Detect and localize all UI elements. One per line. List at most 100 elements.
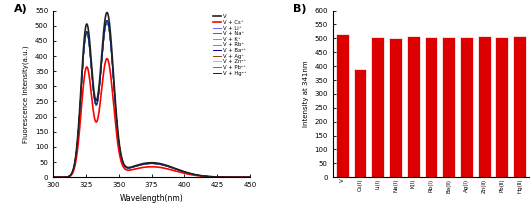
V xyxy=(164,164,171,167)
V + Na⁺ xyxy=(62,176,69,179)
V + Li⁺ xyxy=(170,167,176,169)
V + Cs⁺ xyxy=(247,176,253,179)
V + Pb²⁺ xyxy=(62,176,69,179)
V + Pb²⁺ xyxy=(247,176,253,179)
V + Li⁺ xyxy=(247,176,253,179)
V + Hg²⁺ xyxy=(62,176,69,179)
V xyxy=(200,174,206,177)
V + Hg²⁺ xyxy=(164,165,171,168)
V + Zn²⁺ xyxy=(176,169,182,171)
V + Ag⁺ xyxy=(176,169,182,172)
V + Ba²⁺ xyxy=(50,176,56,179)
V + Pb²⁺ xyxy=(176,169,182,171)
V + Ba²⁺ xyxy=(170,167,176,169)
V + Hg²⁺ xyxy=(170,167,176,169)
V + Na⁺ xyxy=(164,165,171,168)
V + Li⁺ xyxy=(164,165,171,168)
V + Rb⁺ xyxy=(104,20,110,23)
V xyxy=(170,166,176,169)
V + Zn²⁺ xyxy=(164,165,171,168)
Legend: V, V + Cs⁺, V + Li⁺, V + Na⁺, V + K⁺, V + Rb⁺, V + Ba²⁺, V + Ag⁺, V + Zn²⁺, V + : V, V + Cs⁺, V + Li⁺, V + Na⁺, V + K⁺, V … xyxy=(212,13,247,77)
V + Rb⁺ xyxy=(220,176,226,178)
V xyxy=(247,176,253,179)
V + Cs⁺ xyxy=(170,169,176,172)
Line: V + Cs⁺: V + Cs⁺ xyxy=(53,59,250,177)
Line: V + Rb⁺: V + Rb⁺ xyxy=(53,22,250,177)
V + K⁺ xyxy=(200,175,206,177)
V + Ag⁺ xyxy=(164,165,171,168)
V + K⁺ xyxy=(164,165,171,168)
V + Ba²⁺ xyxy=(247,176,253,179)
Line: V + Pb²⁺: V + Pb²⁺ xyxy=(53,22,250,177)
V + Cs⁺ xyxy=(164,168,171,170)
V + Li⁺ xyxy=(62,176,69,179)
Line: V + Na⁺: V + Na⁺ xyxy=(53,23,250,177)
Bar xyxy=(389,38,402,177)
V xyxy=(104,11,110,14)
V + Zn²⁺ xyxy=(62,176,69,179)
Bar xyxy=(371,37,384,177)
V xyxy=(50,176,56,179)
V + Zn²⁺ xyxy=(247,176,253,179)
V + Na⁺ xyxy=(104,22,110,24)
V + Rb⁺ xyxy=(170,167,176,169)
Line: V + Ag⁺: V + Ag⁺ xyxy=(53,22,250,177)
V + Na⁺ xyxy=(200,175,206,177)
Bar xyxy=(407,35,420,177)
V + Cs⁺ xyxy=(62,176,69,179)
V + Pb²⁺ xyxy=(200,175,206,177)
V + Ag⁺ xyxy=(247,176,253,179)
Y-axis label: Fluorescence Intensity(a.u.): Fluorescence Intensity(a.u.) xyxy=(23,45,29,143)
V + Ag⁺ xyxy=(220,176,226,178)
V + Li⁺ xyxy=(220,176,226,178)
V + Ba²⁺ xyxy=(220,176,226,178)
V + Hg²⁺ xyxy=(200,175,206,177)
V + Cs⁺ xyxy=(176,170,182,173)
Line: V + Li⁺: V + Li⁺ xyxy=(53,22,250,177)
Bar xyxy=(442,37,455,177)
Bar xyxy=(425,37,437,177)
Bar xyxy=(495,37,508,177)
V + Ba²⁺ xyxy=(200,175,206,177)
V + Li⁺ xyxy=(176,169,182,171)
V + Ba²⁺ xyxy=(176,169,182,171)
X-axis label: Wavelength(nm): Wavelength(nm) xyxy=(120,194,184,203)
Line: V + Ba²⁺: V + Ba²⁺ xyxy=(53,22,250,177)
V + Na⁺ xyxy=(170,167,176,169)
V + Ag⁺ xyxy=(104,21,110,24)
V + Rb⁺ xyxy=(50,176,56,179)
V + Cs⁺ xyxy=(200,175,206,177)
V + Hg²⁺ xyxy=(247,176,253,179)
V xyxy=(62,176,69,179)
V + Cs⁺ xyxy=(50,176,56,179)
V + Hg²⁺ xyxy=(50,176,56,179)
Text: B): B) xyxy=(293,4,307,14)
V + Li⁺ xyxy=(50,176,56,179)
V + Cs⁺ xyxy=(220,176,226,178)
V + K⁺ xyxy=(170,167,176,169)
Text: A): A) xyxy=(14,4,28,14)
V + Zn²⁺ xyxy=(104,19,110,22)
V + Pb²⁺ xyxy=(164,165,171,168)
V + Li⁺ xyxy=(104,20,110,23)
V + Rb⁺ xyxy=(164,165,171,168)
V + Rb⁺ xyxy=(247,176,253,179)
V + Ba²⁺ xyxy=(104,20,110,23)
V + Zn²⁺ xyxy=(170,167,176,169)
Line: V + Zn²⁺: V + Zn²⁺ xyxy=(53,21,250,177)
V + Na⁺ xyxy=(50,176,56,179)
V + Ag⁺ xyxy=(62,176,69,179)
Bar xyxy=(336,34,348,177)
V + Na⁺ xyxy=(176,169,182,172)
V + Li⁺ xyxy=(200,175,206,177)
V + Pb²⁺ xyxy=(104,20,110,23)
Y-axis label: Intensity at 341nm: Intensity at 341nm xyxy=(303,61,309,127)
V + K⁺ xyxy=(62,176,69,179)
V + Na⁺ xyxy=(247,176,253,179)
V + K⁺ xyxy=(50,176,56,179)
V + Pb²⁺ xyxy=(220,176,226,178)
V + Ba²⁺ xyxy=(62,176,69,179)
V + K⁺ xyxy=(104,19,110,22)
V + K⁺ xyxy=(220,176,226,178)
V + Rb⁺ xyxy=(176,169,182,171)
